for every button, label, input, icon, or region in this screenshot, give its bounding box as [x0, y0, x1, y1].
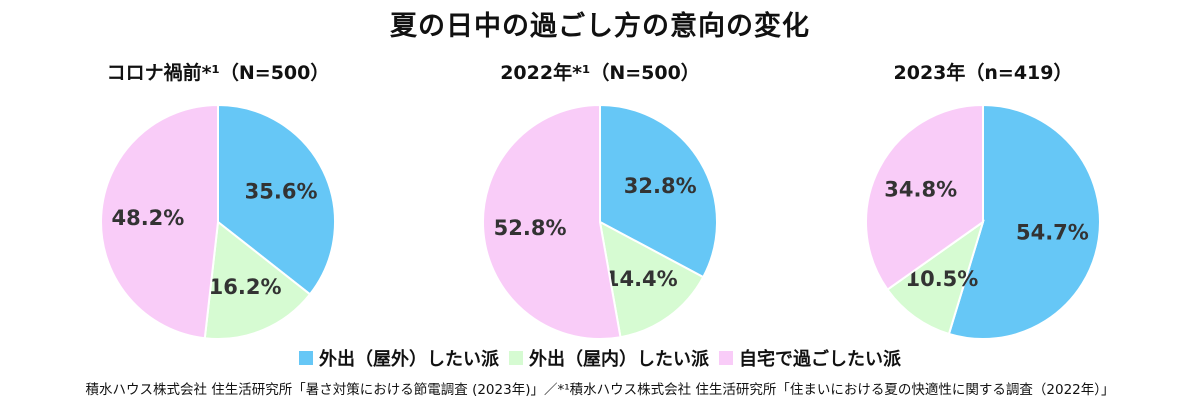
pie-label-indoor-out: 10.5% — [905, 267, 978, 291]
legend-swatch-home — [719, 351, 733, 365]
pie-title-2022: 2022年*¹（N=500） — [500, 62, 700, 84]
pie-slice-indoor-out — [598, 220, 705, 339]
pie-chart-2023: 54.7% 10.5% 34.8% — [865, 103, 1101, 340]
legend: 外出（屋外）したい派 外出（屋内）したい派 自宅で過ごしたい派 — [0, 345, 1200, 371]
pie-label-indoor-out: 16.2% — [209, 275, 282, 299]
pie-title-pre-covid: コロナ禍前*¹（N=500） — [106, 62, 330, 84]
legend-label-home: 自宅で過ごしたい派 — [739, 349, 901, 370]
pie-slice-outdoor — [599, 103, 718, 279]
pie-slice-home — [481, 103, 622, 340]
legend-label-outdoor: 外出（屋外）したい派 — [319, 349, 499, 370]
pie-label-outdoor: 35.6% — [245, 179, 318, 203]
pie-slice-indoor-out — [886, 219, 985, 336]
pie-label-home: 52.8% — [494, 216, 567, 240]
legend-swatch-outdoor — [299, 351, 313, 365]
legend-label-indoor-out: 外出（屋内）したい派 — [529, 349, 709, 370]
pie-slice-home — [100, 103, 219, 340]
pie-label-home: 34.8% — [884, 178, 957, 202]
legend-swatch-indoor-out — [509, 351, 523, 365]
pie-chart-2022: 32.8% 14.4% 52.8% — [481, 103, 718, 340]
pie-slice-home — [865, 103, 984, 291]
pie-slice-outdoor — [217, 103, 337, 296]
source-footnote: 積水ハウス株式会社 住生活研究所「暑さ対策における節電調査 (2023年)」／*… — [85, 382, 1115, 398]
legend-item-outdoor: 外出（屋外）したい派 — [299, 345, 499, 371]
pie-label-outdoor: 32.8% — [624, 174, 697, 198]
legend-item-indoor-out: 外出（屋内）したい派 — [509, 345, 709, 371]
pie-chart-pre-covid: 35.6% 16.2% 48.2% — [100, 103, 337, 340]
pie-slice-indoor-out — [203, 220, 312, 340]
pie-slice-outdoor — [947, 103, 1101, 340]
pie-label-outdoor: 54.7% — [1016, 220, 1089, 244]
pie-title-2023: 2023年（n=419） — [893, 62, 1073, 84]
chart-title: 夏の日中の過ごし方の意向の変化 — [390, 11, 810, 42]
pie-label-home: 48.2% — [111, 206, 184, 230]
pie-label-indoor-out: 14.4% — [605, 267, 678, 291]
legend-item-home: 自宅で過ごしたい派 — [719, 345, 901, 371]
